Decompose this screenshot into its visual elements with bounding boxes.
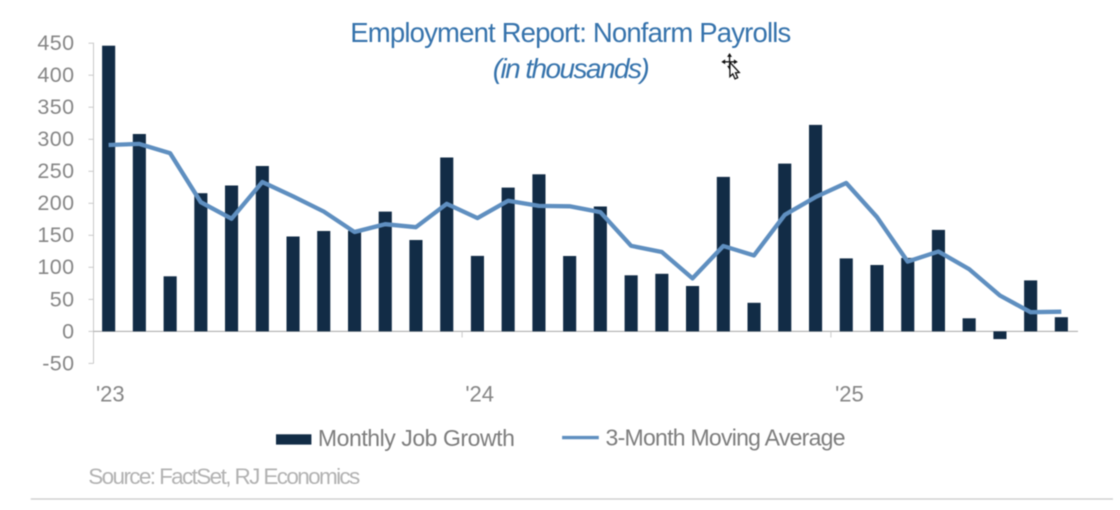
svg-text:Monthly Job Growth: Monthly Job Growth	[318, 425, 515, 451]
svg-text:-50: -50	[42, 351, 74, 375]
svg-text:150: 150	[37, 223, 74, 247]
svg-text:Source: FactSet, RJ Economics: Source: FactSet, RJ Economics	[88, 464, 360, 489]
svg-text:100: 100	[37, 255, 74, 279]
svg-text:3-Month Moving Average: 3-Month Moving Average	[606, 424, 846, 450]
svg-text:400: 400	[37, 63, 74, 87]
svg-text:350: 350	[37, 95, 74, 119]
svg-text:200: 200	[37, 191, 74, 215]
svg-text:'23: '23	[96, 382, 125, 407]
svg-text:300: 300	[37, 127, 74, 151]
svg-text:'25: '25	[835, 382, 864, 407]
svg-text:'24: '24	[465, 382, 494, 407]
svg-text:Employment Report: Nonfarm Pay: Employment Report: Nonfarm Payrolls	[350, 17, 791, 48]
svg-text:0: 0	[62, 319, 74, 343]
svg-text:(in thousands): (in thousands)	[493, 53, 650, 84]
svg-text:50: 50	[50, 287, 75, 311]
svg-text:250: 250	[37, 159, 74, 183]
svg-text:450: 450	[37, 31, 74, 55]
